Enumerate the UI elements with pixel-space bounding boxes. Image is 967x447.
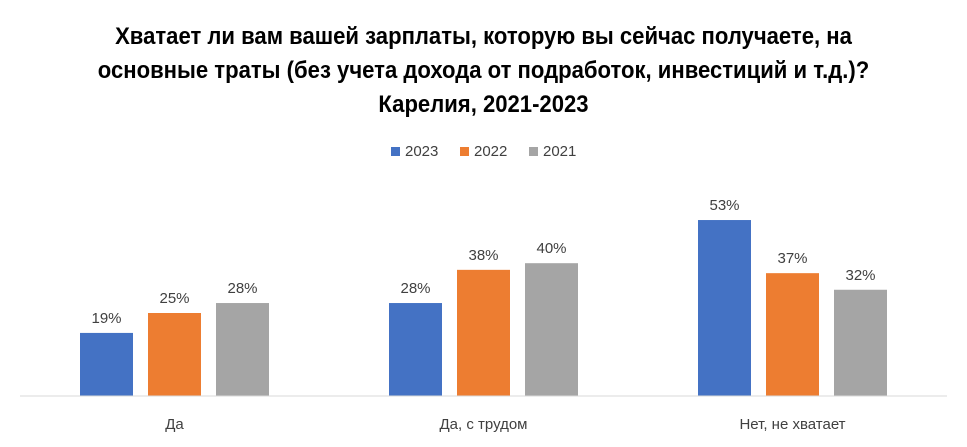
x-tick-label-0: Да (165, 416, 184, 433)
legend-label-2022: 2022 (474, 143, 507, 160)
data-label-2021-2: 32% (845, 267, 875, 284)
legend-label-2021: 2021 (543, 143, 576, 160)
x-axis-tick-labels: Да Да, с трудом Нет, не хватает (165, 416, 845, 433)
x-tick-label-1: Да, с трудом (440, 416, 528, 433)
bar-2022-0 (148, 313, 201, 396)
bar-2021-1 (525, 263, 578, 396)
legend-swatch-2021 (529, 147, 538, 156)
bar-2022-1 (457, 269, 510, 396)
bar-2023-2 (698, 220, 751, 396)
chart-data-labels: 19% 25% 28% 28% 38% 40% 53% 37% 32% (91, 197, 875, 327)
chart-bars (80, 220, 887, 396)
data-label-2023-2: 53% (709, 197, 739, 214)
data-label-2021-0: 28% (227, 280, 257, 297)
chart-legend: 2023 2022 2021 (391, 143, 576, 160)
legend-swatch-2023 (391, 147, 400, 156)
data-label-2021-1: 40% (536, 240, 566, 257)
data-label-2022-1: 38% (468, 247, 498, 264)
legend-label-2023: 2023 (405, 143, 438, 160)
x-tick-label-2: Нет, не хватает (739, 416, 845, 433)
bar-2023-0 (80, 332, 133, 396)
legend-swatch-2022 (460, 147, 469, 156)
data-label-2023-0: 19% (91, 310, 121, 327)
bar-2021-0 (216, 303, 269, 396)
bar-2022-2 (766, 273, 819, 396)
bar-2023-1 (389, 303, 442, 396)
data-label-2022-0: 25% (159, 290, 189, 307)
bar-2021-2 (834, 289, 887, 396)
data-label-2022-2: 37% (777, 250, 807, 267)
chart-title: Хватает ли вам вашей зарплаты, которую в… (97, 23, 870, 118)
data-label-2023-1: 28% (400, 280, 430, 297)
